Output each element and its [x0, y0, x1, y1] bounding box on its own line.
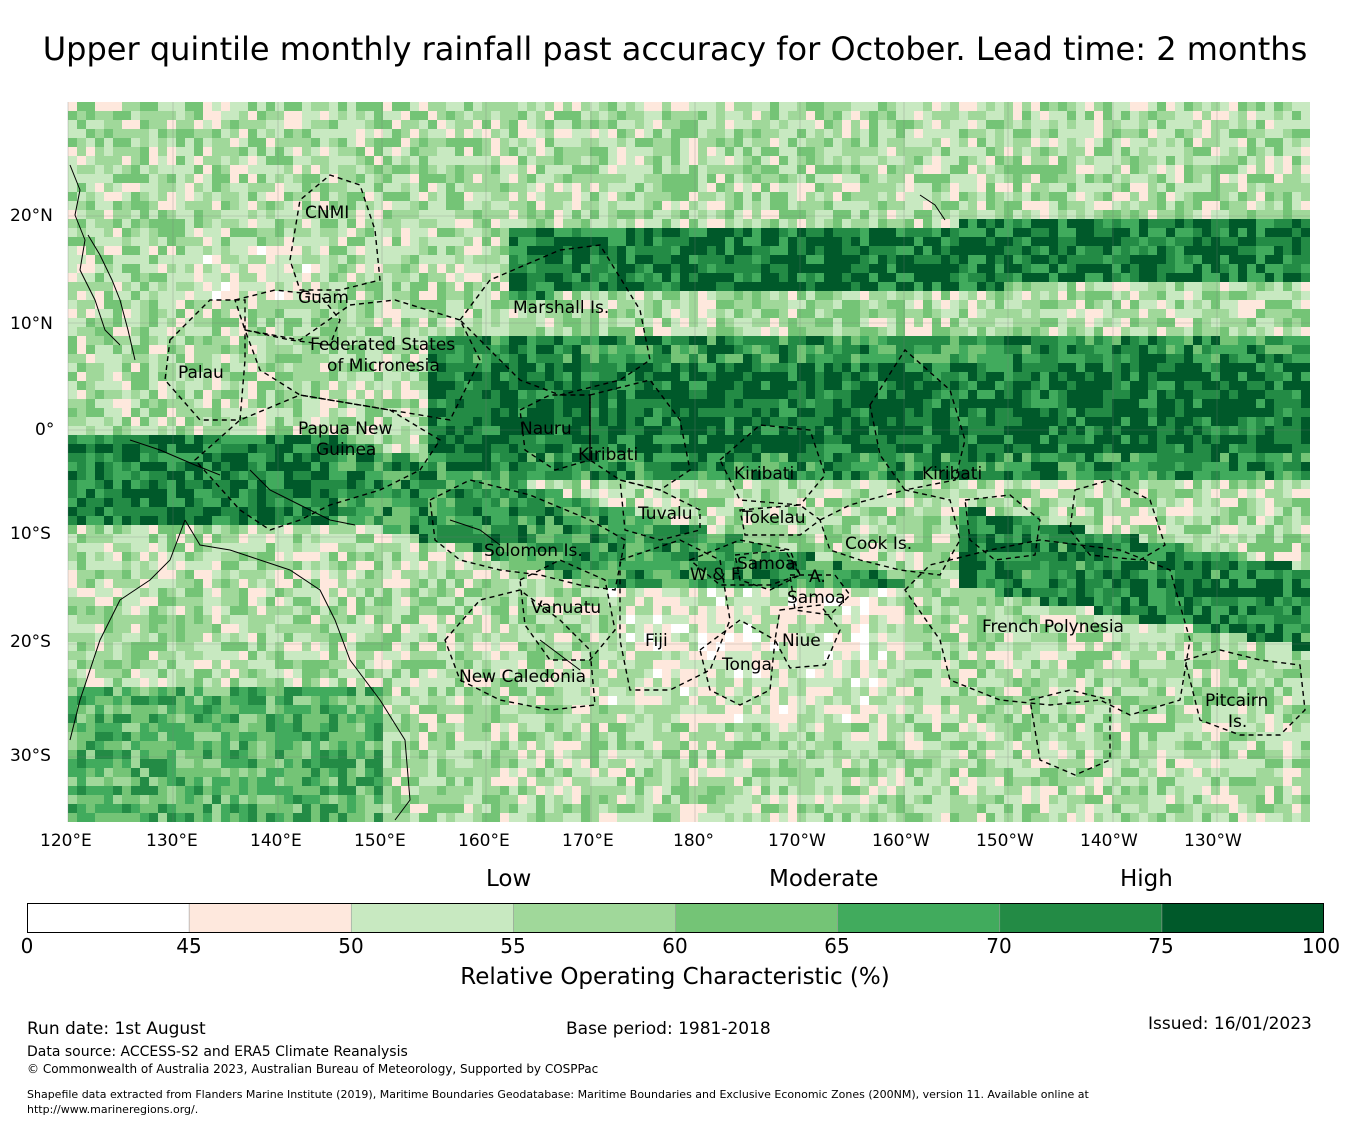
lat-tick: 20°N [10, 206, 53, 226]
region-label: Tokelau [742, 508, 806, 528]
lat-tick: 10°S [10, 524, 51, 544]
lon-tick: 170°W [768, 831, 826, 851]
colorbar-category-moderate: Moderate [769, 866, 879, 892]
colorbar-tick: 55 [500, 934, 526, 958]
shapefile-url: http://www.marineregions.org/. [27, 1103, 199, 1116]
lon-tick: 120°E [40, 831, 92, 851]
lat-tick: 30°S [10, 746, 51, 766]
colorbar [27, 903, 1324, 933]
region-label: Guam [298, 288, 349, 308]
region-label: Kiribati [734, 464, 795, 484]
region-label: New Caledonia [459, 667, 587, 687]
region-label: Samoa [787, 588, 846, 608]
lat-tick: 0° [35, 420, 55, 440]
colorbar-category-low: Low [486, 866, 532, 892]
shapefile-credit: Shapefile data extracted from Flanders M… [27, 1088, 1089, 1101]
region-label: Federated States [310, 335, 456, 355]
region-label: A. [809, 567, 826, 587]
region-label: Is. [1228, 712, 1248, 732]
colorbar-cell [675, 903, 839, 933]
region-label: Niue [782, 631, 821, 651]
lon-tick: 160°E [458, 831, 510, 851]
colorbar-tick: 50 [338, 934, 364, 958]
region-label: CNMI [305, 203, 350, 223]
lon-tick: 150°W [976, 831, 1034, 851]
eez-boundaries [164, 174, 1306, 776]
base-period: Base period: 1981-2018 [566, 1019, 771, 1039]
colorbar-tick: 100 [1301, 934, 1341, 958]
region-label: Nauru [520, 419, 572, 439]
region-label: Palau [178, 363, 224, 383]
colorbar-tick: 60 [662, 934, 688, 958]
lat-tick: 20°S [10, 632, 51, 652]
coastlines [69, 164, 946, 821]
lon-tick: 130°W [1184, 831, 1242, 851]
colorbar-label: Relative Operating Characteristic (%) [460, 964, 890, 990]
region-label: Solomon Is. [484, 541, 583, 561]
lon-tick: 160°W [872, 831, 930, 851]
colorbar-cell [513, 903, 677, 933]
region-label: W & F [690, 565, 741, 585]
lon-tick: 150°E [354, 831, 406, 851]
region-label: Pitcairn [1205, 691, 1269, 711]
colorbar-tick: 70 [986, 934, 1012, 958]
region-label: Guinea [316, 440, 377, 460]
colorbar-cell [350, 903, 515, 933]
data-source: Data source: ACCESS-S2 and ERA5 Climate … [27, 1044, 408, 1060]
colorbar-cell [1161, 903, 1324, 933]
region-label: Tonga [722, 655, 772, 675]
colorbar-tick: 0 [20, 934, 34, 958]
region-label: Kiribati [578, 445, 639, 465]
issued-date: Issued: 16/01/2023 [1148, 1014, 1312, 1034]
lon-tick: 130°E [146, 831, 198, 851]
run-date: Run date: 1st August [27, 1019, 206, 1039]
region-label: French Polynesia [982, 617, 1124, 637]
colorbar-tick: 65 [824, 934, 850, 958]
lon-tick: 180° [673, 831, 714, 851]
region-label: Fiji [645, 631, 668, 651]
lon-tick: 140°W [1080, 831, 1138, 851]
lon-tick: 170°E [562, 831, 614, 851]
colorbar-tick: 75 [1148, 934, 1174, 958]
region-label: Kiribati [922, 464, 983, 484]
copyright: © Commonwealth of Australia 2023, Austra… [27, 1062, 599, 1076]
region-label: of Micronesia [327, 356, 440, 376]
region-label: Samoa [737, 554, 796, 574]
colorbar-cell [188, 903, 353, 933]
colorbar-cell [837, 903, 1001, 933]
map-title: Upper quintile monthly rainfall past acc… [42, 30, 1308, 68]
region-label: Papua New [298, 419, 393, 439]
region-label: Tuvalu [638, 504, 693, 524]
colorbar-tick: 45 [176, 934, 202, 958]
region-label: Vanuatu [531, 598, 602, 618]
region-label: Cook Is. [845, 534, 913, 554]
colorbar-cell [27, 903, 190, 933]
lat-tick: 10°N [10, 314, 53, 334]
colorbar-cell [999, 903, 1163, 933]
colorbar-category-high: High [1120, 866, 1173, 892]
lon-tick: 140°E [250, 831, 302, 851]
region-label: Marshall Is. [513, 298, 610, 318]
graticule [67, 102, 1310, 822]
